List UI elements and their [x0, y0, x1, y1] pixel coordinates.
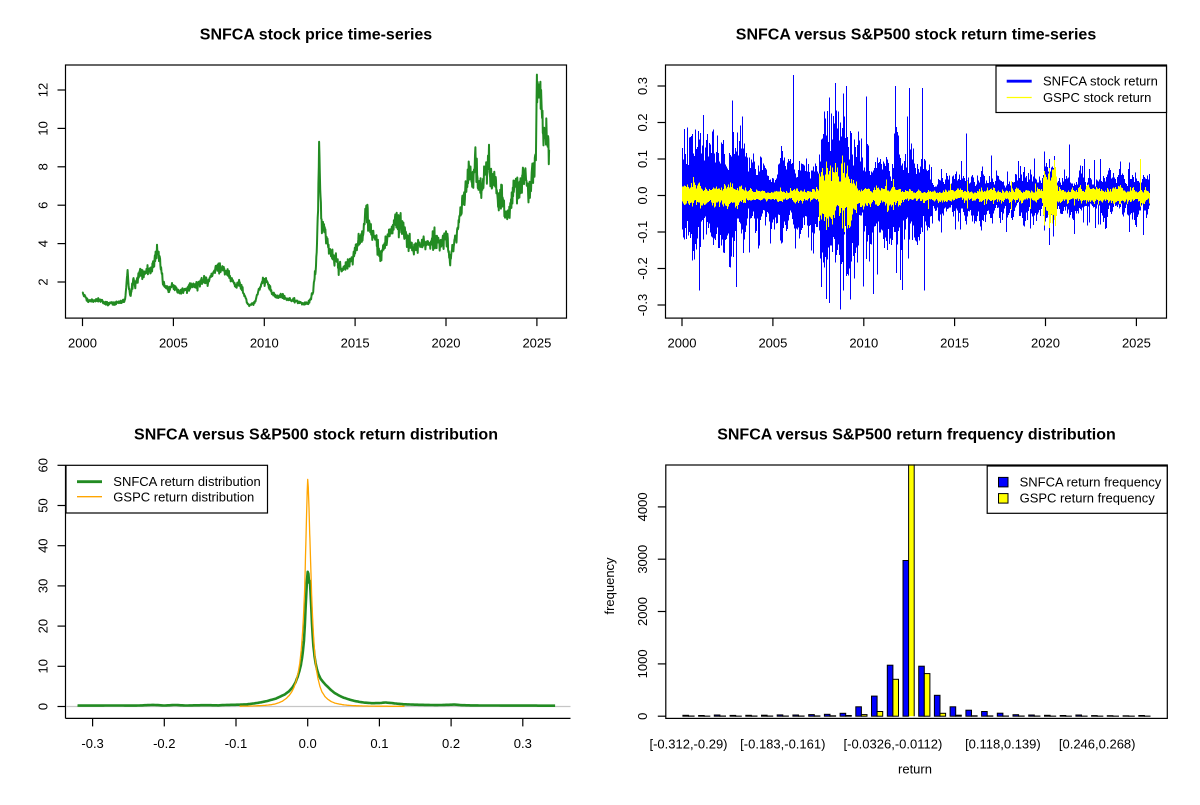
svg-text:10: 10	[36, 659, 51, 673]
svg-text:8: 8	[36, 163, 51, 170]
svg-text:0.3: 0.3	[514, 736, 532, 751]
svg-text:return: return	[898, 762, 932, 777]
svg-text:0.2: 0.2	[442, 736, 460, 751]
svg-text:-0.1: -0.1	[225, 736, 247, 751]
svg-text:3000: 3000	[635, 545, 650, 574]
svg-text:-0.3: -0.3	[81, 736, 103, 751]
svg-text:0: 0	[36, 703, 51, 710]
svg-text:2000: 2000	[635, 597, 650, 626]
svg-text:1000: 1000	[635, 649, 650, 678]
svg-text:0.1: 0.1	[635, 150, 650, 168]
svg-text:-0.1: -0.1	[635, 221, 650, 243]
svg-text:2025: 2025	[1122, 336, 1151, 351]
svg-text:SNFCA stock price time-series: SNFCA stock price time-series	[200, 27, 432, 44]
svg-text:2000: 2000	[68, 336, 97, 351]
svg-text:12: 12	[36, 83, 51, 97]
svg-text:2: 2	[36, 278, 51, 285]
svg-text:0: 0	[635, 713, 650, 720]
svg-text:0.3: 0.3	[635, 77, 650, 95]
svg-text:2010: 2010	[849, 336, 878, 351]
svg-text:10: 10	[36, 121, 51, 135]
svg-text:0.2: 0.2	[635, 113, 650, 131]
svg-text:GSPC stock return: GSPC stock return	[1043, 90, 1151, 105]
svg-text:2010: 2010	[250, 336, 279, 351]
svg-text:40: 40	[36, 538, 51, 552]
svg-text:[0.118,0.139): [0.118,0.139)	[965, 737, 1041, 752]
svg-text:GSPC return frequency: GSPC return frequency	[1020, 491, 1156, 506]
svg-text:6: 6	[36, 202, 51, 209]
svg-text:2005: 2005	[159, 336, 188, 351]
svg-text:-0.3: -0.3	[635, 294, 650, 316]
svg-text:-0.2: -0.2	[153, 736, 175, 751]
svg-text:SNFCA return frequency: SNFCA return frequency	[1020, 475, 1162, 490]
svg-text:0.1: 0.1	[370, 736, 388, 751]
svg-text:0.0: 0.0	[635, 186, 650, 204]
svg-text:[-0.0326,-0.0112): [-0.0326,-0.0112)	[844, 737, 943, 752]
svg-text:2025: 2025	[522, 336, 551, 351]
svg-text:[-0.312,-0.29): [-0.312,-0.29)	[649, 737, 727, 752]
svg-text:SNFCA stock return: SNFCA stock return	[1043, 74, 1158, 89]
svg-text:20: 20	[36, 619, 51, 633]
svg-text:[0.246,0.268): [0.246,0.268)	[1059, 737, 1136, 752]
svg-text:SNFCA return distribution: SNFCA return distribution	[113, 474, 260, 489]
svg-text:SNFCA versus S&P500 stock retu: SNFCA versus S&P500 stock return time-se…	[736, 27, 1097, 44]
svg-text:SNFCA versus S&P500 stock retu: SNFCA versus S&P500 stock return distrib…	[134, 427, 498, 444]
svg-text:2020: 2020	[1031, 336, 1060, 351]
svg-text:[-0.183,-0.161): [-0.183,-0.161)	[740, 737, 825, 752]
svg-text:2020: 2020	[432, 336, 461, 351]
svg-text:60: 60	[36, 458, 51, 472]
svg-text:4: 4	[36, 240, 51, 247]
svg-text:2005: 2005	[758, 336, 787, 351]
svg-text:GSPC return distribution: GSPC return distribution	[113, 490, 254, 505]
svg-text:2015: 2015	[940, 336, 969, 351]
svg-text:frequency: frequency	[602, 557, 617, 615]
svg-text:4000: 4000	[635, 492, 650, 521]
svg-text:SNFCA versus S&P500 return fre: SNFCA versus S&P500 return frequency dis…	[717, 427, 1116, 444]
svg-text:50: 50	[36, 498, 51, 512]
svg-text:2015: 2015	[341, 336, 370, 351]
svg-text:2000: 2000	[668, 336, 697, 351]
svg-text:30: 30	[36, 579, 51, 593]
svg-text:-0.2: -0.2	[635, 257, 650, 279]
svg-text:0.0: 0.0	[299, 736, 317, 751]
